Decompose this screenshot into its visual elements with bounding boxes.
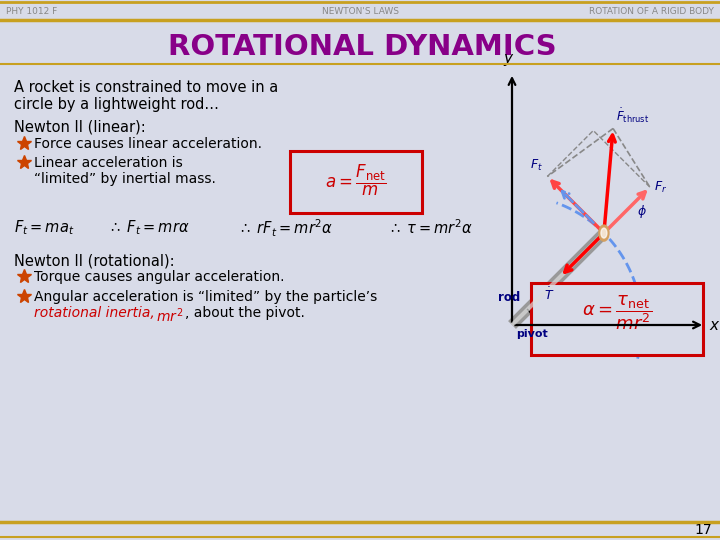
FancyBboxPatch shape [290, 151, 422, 213]
FancyBboxPatch shape [531, 283, 703, 355]
Ellipse shape [599, 225, 609, 241]
Text: Force causes linear acceleration.: Force causes linear acceleration. [34, 137, 262, 151]
Text: A rocket is constrained to move in a: A rocket is constrained to move in a [14, 80, 278, 95]
Text: PHY 1012 F: PHY 1012 F [6, 6, 58, 16]
Text: Torque causes angular acceleration.: Torque causes angular acceleration. [34, 270, 284, 284]
Text: rotational inertia,: rotational inertia, [34, 306, 159, 320]
Text: $a = \dfrac{F_{\rm net}}{m}$: $a = \dfrac{F_{\rm net}}{m}$ [325, 163, 387, 198]
Text: $\therefore\;\tau = mr^2\alpha$: $\therefore\;\tau = mr^2\alpha$ [388, 218, 473, 237]
Text: , about the pivot.: , about the pivot. [185, 306, 305, 320]
Text: $\mathit{mr}^2$: $\mathit{mr}^2$ [156, 306, 183, 325]
Text: ROTATIONAL DYNAMICS: ROTATIONAL DYNAMICS [168, 33, 557, 61]
Text: $\alpha = \dfrac{\tau_{\rm net}}{mr^2}$: $\alpha = \dfrac{\tau_{\rm net}}{mr^2}$ [582, 293, 652, 332]
Text: pivot: pivot [516, 329, 548, 339]
Text: $F_t = ma_t$: $F_t = ma_t$ [14, 218, 74, 237]
Text: $\therefore\;rF_t = mr^2\alpha$: $\therefore\;rF_t = mr^2\alpha$ [238, 218, 333, 239]
Text: $y$: $y$ [503, 52, 515, 68]
Text: “limited” by inertial mass.: “limited” by inertial mass. [34, 172, 216, 186]
Text: 17: 17 [694, 523, 712, 537]
Text: $\dot{F}_{\rm thrust}$: $\dot{F}_{\rm thrust}$ [616, 107, 649, 125]
Text: $\phi$: $\phi$ [637, 202, 647, 220]
Text: $F_t$: $F_t$ [531, 157, 544, 172]
Text: $x$: $x$ [709, 318, 720, 333]
Text: Linear acceleration is: Linear acceleration is [34, 156, 183, 170]
Text: circle by a lightweight rod…: circle by a lightweight rod… [14, 97, 219, 112]
Text: Newton II (rotational):: Newton II (rotational): [14, 253, 175, 268]
Text: ROTATION OF A RIGID BODY: ROTATION OF A RIGID BODY [589, 6, 714, 16]
Text: $F_r$: $F_r$ [654, 180, 667, 194]
Ellipse shape [601, 228, 607, 238]
Text: rod: rod [498, 291, 520, 304]
Text: Angular acceleration is “limited” by the particle’s: Angular acceleration is “limited” by the… [34, 290, 377, 304]
Text: NEWTON'S LAWS: NEWTON'S LAWS [322, 6, 398, 16]
Text: $\dot{T}$: $\dot{T}$ [544, 287, 554, 303]
Text: Newton II (linear):: Newton II (linear): [14, 119, 145, 134]
Text: $\therefore\;F_t = mr\alpha$: $\therefore\;F_t = mr\alpha$ [108, 218, 189, 237]
